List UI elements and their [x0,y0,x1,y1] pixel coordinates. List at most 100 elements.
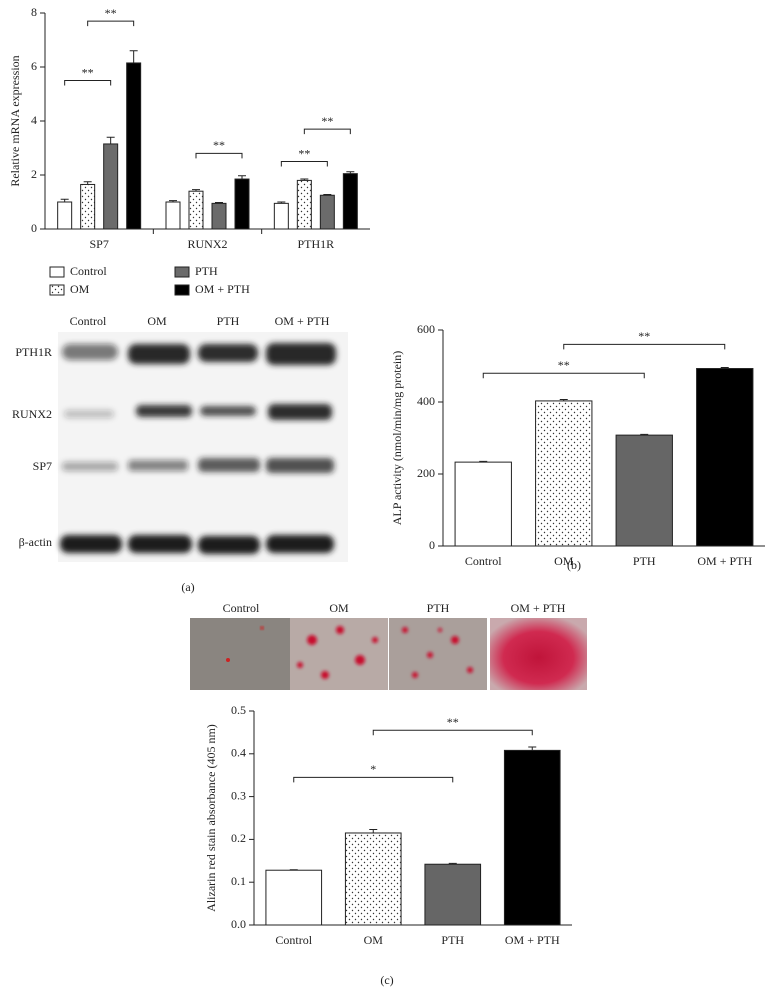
significance-label: ** [558,358,570,372]
band [266,458,334,473]
blot-row-label: RUNX2 [12,407,52,421]
significance-label: ** [298,146,310,160]
legend-swatch [49,284,65,296]
significance-label: ** [321,114,333,128]
x-tick-label: PTH [633,554,656,568]
significance-label: ** [213,138,225,152]
error-bar [640,433,649,436]
legend-label: Control [70,264,107,278]
y-axis-label: Relative mRNA expression [8,55,22,186]
band [128,344,190,364]
y-tick-label: 0.2 [231,831,246,845]
bar [615,434,673,547]
bar [188,190,204,230]
bar [535,400,593,547]
stain-image-label: Control [223,601,260,615]
band [198,344,258,362]
significance-bracket [303,128,351,135]
legend-swatch [49,266,65,278]
error-bar [277,201,286,204]
stain-image [490,618,587,690]
significance-label: ** [447,715,459,729]
error-bar [346,171,355,174]
x-tick-label: PTH [441,933,464,947]
band [136,405,192,417]
y-tick-label: 0 [31,221,37,235]
error-bar [528,746,537,751]
y-tick-label: 0.0 [231,917,246,931]
significance-bracket [563,343,726,350]
bar [319,194,335,230]
y-tick-label: 0.1 [231,874,246,888]
y-tick-label: 0.3 [231,788,246,802]
significance-label: ** [638,329,650,343]
y-tick-label: 0.4 [231,746,246,760]
stain-images [190,618,587,690]
significance-bracket [280,161,328,167]
blot-background [58,332,348,562]
error-bar [479,460,488,463]
bar [454,461,512,547]
band [64,410,114,418]
panel-label: (a) [181,580,194,594]
error-bar [448,862,457,865]
y-tick-label: 4 [31,113,37,127]
bar [103,143,119,230]
x-tick-label: OM + PTH [697,554,752,568]
blot-row-label: β-actin [19,535,52,549]
band [60,535,122,553]
legend-label: OM [70,282,90,296]
significance-bracket [372,729,533,736]
bar [234,178,250,230]
error-bar [169,200,177,202]
band [128,460,188,471]
band [128,535,192,553]
error-bar [83,181,92,185]
x-tick-label: OM [364,933,384,947]
y-axis-label: Alizarin red stain absorbance (405 nm) [204,724,218,912]
bar [503,749,561,926]
blot-column-label: PTH [217,314,240,328]
error-bar [192,189,200,192]
bar [273,202,289,230]
blot-column-label: Control [70,314,107,328]
significance-bracket [64,80,112,86]
error-bar [369,829,378,833]
significance-bracket [195,152,243,159]
legend-label: OM + PTH [195,282,250,296]
error-bar [215,202,223,204]
error-bar [106,136,115,144]
bar [344,832,402,926]
legend-label: PTH [195,264,218,278]
y-tick-label: 400 [417,394,435,408]
stain-image-label: OM [329,601,349,615]
stain-image-label: OM + PTH [511,601,566,615]
band [198,536,260,554]
western-blot [58,332,348,562]
y-tick-label: 8 [31,5,37,19]
significance-bracket [293,776,454,783]
error-bar [300,178,309,181]
legend-swatch [174,284,190,296]
blot-row-label: SP7 [33,459,52,473]
bar [342,173,358,230]
y-tick-label: 6 [31,59,37,73]
panel-label: (b) [567,558,581,572]
blot-column-label: OM [147,314,167,328]
y-tick-label: 0 [429,538,435,552]
panel-label: (c) [380,973,393,987]
significance-bracket [482,372,645,379]
legend-swatch [174,266,190,278]
bar [296,179,312,230]
x-tick-label: RUNX2 [187,237,227,251]
bar [211,202,227,230]
error-bar [238,175,246,180]
band [268,404,332,420]
x-tick-label: SP7 [89,237,108,251]
x-tick-label: PTH1R [297,237,334,251]
stain-image-label: PTH [427,601,450,615]
significance-label: ** [82,65,94,79]
y-axis-label: ALP activity (nmol/min/mg protein) [390,351,404,526]
error-bar [323,193,332,196]
